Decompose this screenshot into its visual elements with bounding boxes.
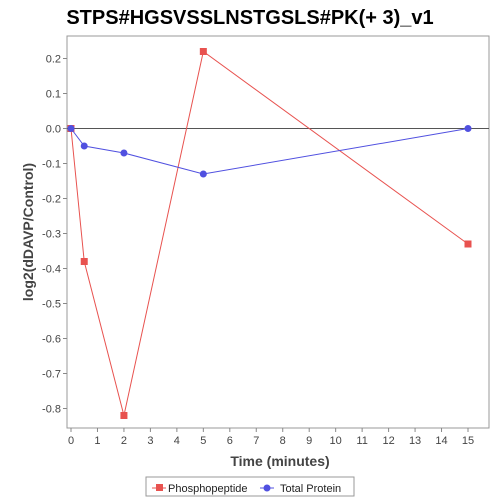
y-axis-label: log2(dDAVP/Control) [20,163,36,301]
x-tick-label: 9 [306,435,312,447]
x-tick-label: 3 [147,435,153,447]
legend-item: Total Protein [260,483,341,495]
y-tick-label: 0.0 [46,124,61,136]
data-point [464,125,472,132]
legend-marker [156,484,163,491]
data-point [199,170,207,178]
y-tick-label: -0.3 [42,229,61,241]
y-tick-label: -0.7 [42,369,61,381]
series-layer [67,48,472,419]
data-point [67,125,75,132]
y-tick-label: 0.1 [46,89,61,101]
y-tick-label: -0.2 [42,194,61,206]
x-tick-label: 10 [330,435,342,447]
data-point [199,48,207,55]
legend-marker [263,484,271,492]
x-tick-label: 12 [382,435,394,447]
data-point [80,142,88,150]
x-tick-label: 13 [409,435,421,447]
x-tick-label: 0 [68,435,74,447]
legend-item: Phosphopeptide [152,483,248,495]
y-tick-label: -0.1 [42,159,61,171]
x-tick-label: 6 [227,435,233,447]
x-tick-label: 7 [253,435,259,447]
legend: Phosphopeptide Total Protein [145,476,355,497]
data-point [80,258,88,265]
data-point [464,240,472,248]
x-axis-label: Time (minutes) [230,453,329,469]
x-tick-label: 11 [356,435,367,447]
x-axis: 0 1 2 3 4 5 6 7 8 9 10 11 12 13 14 15 [68,428,474,447]
legend-label: Total Protein [280,483,341,495]
legend-label: Phosphopeptide [168,483,248,495]
y-tick-label: 0.2 [46,54,61,66]
x-tick-label: 14 [435,435,447,447]
y-tick-label: -0.6 [42,334,61,346]
x-tick-label: 4 [174,435,180,447]
x-tick-label: 8 [280,435,286,447]
plot-area [66,35,490,429]
x-tick-label: 15 [462,435,474,447]
y-tick-label: -0.5 [42,299,61,311]
chart-title: STPS#HGSVSSLNSTGSLS#PK(+ 3)_v1 [66,7,433,29]
data-point [120,412,128,419]
data-point [120,149,128,157]
x-tick-label: 5 [200,435,206,447]
series-total-protein [67,125,472,178]
x-tick-label: 1 [94,435,100,447]
x-tick-label: 2 [121,435,127,447]
y-axis: 0.2 0.1 0.0 -0.1 -0.2 -0.3 -0.4 -0.5 -0.6 -0.7 -0.… [42,54,67,416]
y-tick-label: -0.8 [42,404,61,416]
y-tick-label: -0.4 [42,264,61,276]
legend-box [145,476,355,497]
